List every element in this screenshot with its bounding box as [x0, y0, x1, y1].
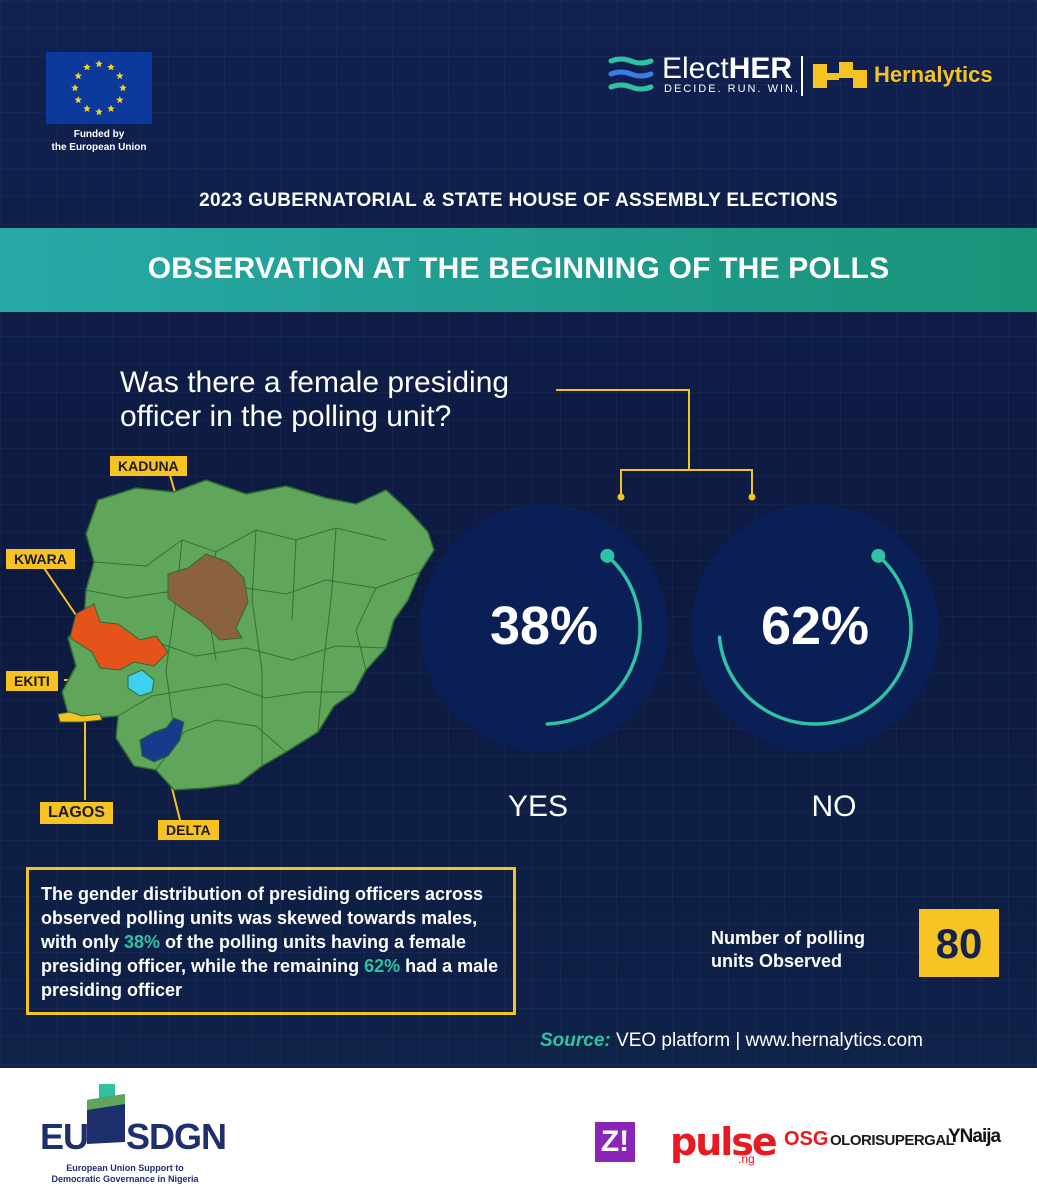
- description-box: The gender distribution of presiding off…: [26, 867, 516, 1015]
- donut-no-value: 62%: [760, 596, 870, 656]
- category-label-no: NO: [811, 790, 857, 823]
- map-label-ekiti: EKITI: [6, 671, 58, 691]
- olorisupergal-logo: OLORISUPERGAL: [830, 1132, 955, 1149]
- eu-star: [71, 84, 79, 92]
- electher-logo-text: ElectHER: [662, 52, 792, 86]
- polling-units-label-line1: Number of polling: [711, 928, 865, 948]
- donut-yes-arc: [545, 554, 642, 726]
- question-line2: officer in the polling unit?: [120, 400, 452, 433]
- category-label-yes: YES: [507, 790, 569, 823]
- subtitle: 2023 GUBERNATORIAL & STATE HOUSE OF ASSE…: [199, 190, 838, 211]
- eusdgn-logo-sdgn: SDGN: [126, 1116, 227, 1157]
- source-key: Source:: [540, 1030, 611, 1051]
- polling-units-label-line2: units Observed: [711, 951, 843, 971]
- eu-flag-logo: [46, 52, 152, 124]
- electher-tagline: DECIDE. RUN. WIN.: [664, 83, 801, 95]
- question-text: Was there a female presiding officer in …: [120, 366, 560, 434]
- donut-no-arc: [717, 554, 913, 726]
- eu-star: [95, 108, 103, 116]
- donut-yes-dot: [600, 548, 615, 563]
- footer-logos: EU SDGN European Union Support to Democr…: [0, 1068, 1037, 1200]
- donut-yes-disc: [420, 504, 668, 752]
- eusdgn-caption-line1: European Union Support to: [66, 1163, 184, 1173]
- hernalytics-logo-text: Hernalytics: [874, 62, 993, 87]
- source-text: VEO platform | www.hernalytics.com: [610, 1030, 923, 1051]
- eu-star: [74, 96, 83, 104]
- description-part3: had a male presiding officer: [41, 956, 499, 1000]
- nigeria-map: [57, 479, 435, 791]
- eu-star: [74, 72, 83, 80]
- eu-star: [119, 84, 127, 92]
- map-label-lagos: LAGOS: [40, 802, 113, 824]
- donut-no: 62%: [685, 498, 945, 758]
- donut-yes-svg: [420, 504, 668, 752]
- electher-logo-icon: [608, 56, 654, 92]
- map-label-kwara: KWARA: [6, 549, 75, 569]
- question-line1: Was there a female presiding: [120, 366, 510, 399]
- eu-star: [107, 104, 115, 113]
- eu-star: [83, 104, 91, 113]
- eu-star: [83, 63, 91, 71]
- eu-star: [115, 96, 124, 104]
- description-part1: The gender distribution of presiding off…: [41, 884, 484, 952]
- eu-caption-line1: Funded by: [73, 129, 125, 140]
- pulse-ng-suffix: .ng: [738, 1152, 755, 1166]
- donut-no-dot: [871, 548, 886, 563]
- map-nigeria-outline: [61, 479, 435, 791]
- donut-no-svg: [691, 504, 939, 752]
- banner-title: OBSERVATION AT THE BEGINNING OF THE POLL…: [147, 252, 890, 285]
- map-state-ekiti: [127, 669, 155, 697]
- title-banner: OBSERVATION AT THE BEGINNING OF THE POLL…: [0, 228, 1037, 312]
- eu-star: [107, 63, 115, 71]
- polling-units-label: Number of polling units Observed: [711, 927, 921, 973]
- map-state-lagos: [57, 711, 103, 723]
- pulse-logo: pulse: [670, 1120, 778, 1164]
- eusdgn-logo-eu: EU: [40, 1116, 89, 1157]
- osg-logo: OSG: [784, 1128, 829, 1150]
- hernalytics-logo-icon: [813, 62, 867, 88]
- donut-no-disc: [691, 504, 939, 752]
- map-label-kaduna: KADUNA: [110, 456, 187, 476]
- map-state-kaduna: [167, 553, 249, 641]
- description-highlight-62: 62%: [364, 956, 401, 976]
- eu-caption-line2: the European Union: [51, 142, 147, 153]
- map-label-delta: DELTA: [158, 820, 219, 840]
- ballot-box-icon: [87, 1084, 125, 1144]
- ynaija-logo: YNaija: [948, 1126, 1001, 1147]
- eu-star: [115, 72, 124, 80]
- electher-name-a: Elect: [662, 52, 729, 85]
- description-text: The gender distribution of presiding off…: [41, 882, 501, 1002]
- map-state-delta: [139, 717, 185, 763]
- eu-star: [95, 60, 103, 68]
- electher-name-b: HER: [728, 52, 793, 85]
- map-state-kwara: [69, 603, 169, 671]
- eusdgn-caption-line2: Democratic Governance in Nigeria: [51, 1174, 199, 1184]
- description-part2: of the polling units having a female pre…: [41, 932, 467, 976]
- logo-divider: [801, 56, 803, 96]
- source-line: Source: VEO platform | www.hernalytics.c…: [540, 1030, 923, 1052]
- donut-yes-value: 38%: [489, 596, 599, 656]
- zikoko-logo: Z!: [595, 1122, 635, 1162]
- eu-funding-caption: Funded by the European Union: [46, 128, 152, 154]
- infographic-main: Funded by the European Union ElectHER DE…: [0, 0, 1037, 1068]
- eusdgn-caption: European Union Support to Democratic Gov…: [40, 1163, 210, 1185]
- donut-yes: 38%: [414, 498, 674, 758]
- description-highlight-38: 38%: [124, 932, 161, 952]
- polling-units-count: 80: [919, 909, 999, 977]
